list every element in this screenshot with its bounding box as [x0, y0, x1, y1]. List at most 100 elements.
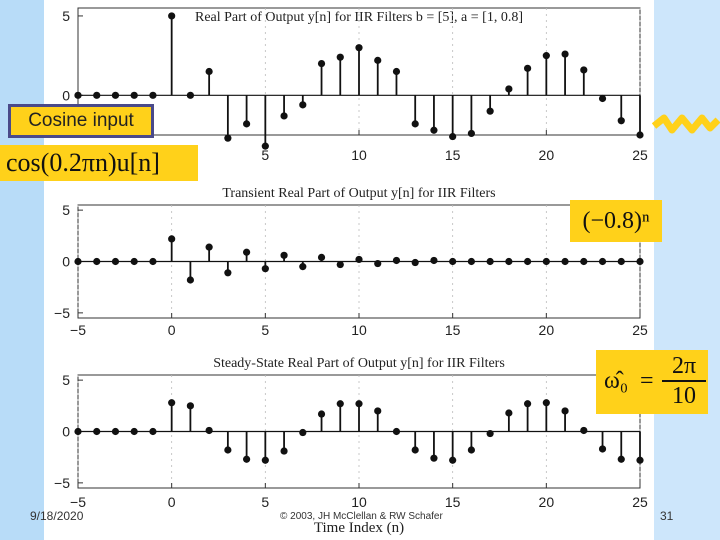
- stem-marker: [449, 132, 457, 141]
- x-tick-label: 15: [445, 494, 461, 510]
- stem-marker: [261, 456, 269, 464]
- plot-title: Transient Real Part of Output y[n] for I…: [222, 186, 495, 201]
- decay-formula: (−0.8)ⁿ: [570, 200, 662, 242]
- stem-marker: [636, 257, 644, 266]
- x-tick-label: 25: [632, 494, 648, 510]
- stem-marker: [299, 263, 307, 271]
- stem-marker: [617, 117, 625, 125]
- x-tick-label: 10: [351, 494, 367, 510]
- stem-marker: [505, 409, 513, 417]
- stem-marker: [486, 107, 494, 115]
- footer-page-number: 31: [660, 509, 674, 523]
- stem-marker: [430, 256, 438, 265]
- stem-marker: [467, 446, 475, 454]
- stem-marker: [243, 455, 251, 463]
- stem-marker: [617, 257, 625, 266]
- stem-marker: [542, 52, 550, 60]
- stem-marker: [411, 258, 419, 267]
- stem-marker: [561, 407, 569, 415]
- stem-marker: [168, 399, 176, 407]
- stem-marker: [336, 53, 344, 61]
- x-tick-label: −5: [70, 322, 86, 338]
- x-tick-label: 10: [351, 322, 367, 338]
- stem-marker: [486, 257, 494, 266]
- stem-marker: [261, 265, 269, 273]
- figure-area: [44, 0, 654, 540]
- stem-marker: [580, 66, 588, 74]
- cosine-formula: cos(0.2πn)u[n]: [0, 145, 198, 181]
- stem-marker: [130, 257, 138, 266]
- stem-marker: [336, 260, 344, 269]
- stem-marker: [168, 12, 176, 20]
- stem-marker: [467, 129, 475, 138]
- stem-marker: [617, 455, 625, 463]
- x-tick-label: 15: [445, 322, 461, 338]
- stem-marker: [449, 257, 457, 266]
- stem-marker: [111, 91, 120, 99]
- frequency-formula: ω̂₀ = 2π 10: [596, 350, 708, 414]
- stem-marker: [130, 427, 138, 436]
- stem-marker: [299, 101, 307, 109]
- stem-marker: [392, 67, 401, 76]
- stem-marker: [317, 410, 326, 418]
- y-tick-label: −5: [54, 475, 70, 491]
- left-stripe: [0, 0, 44, 540]
- stem-marker: [542, 257, 550, 266]
- x-tick-label: 0: [168, 322, 176, 338]
- stem-marker: [280, 447, 288, 455]
- stem-marker: [486, 429, 494, 438]
- stem-marker: [93, 257, 101, 266]
- stem-marker: [261, 142, 269, 150]
- stem-marker: [149, 257, 157, 266]
- x-tick-label: 5: [261, 494, 269, 510]
- stem-marker: [580, 426, 588, 435]
- y-tick-label: 5: [62, 202, 70, 218]
- stem-marker: [74, 257, 82, 266]
- y-tick-label: 5: [62, 8, 70, 24]
- stem-marker: [598, 445, 607, 453]
- stem-marker: [505, 257, 513, 266]
- stem-marker: [224, 269, 232, 277]
- stem-marker: [411, 120, 419, 128]
- fraction-denominator: 10: [672, 383, 696, 409]
- y-tick-label: 0: [62, 254, 70, 270]
- equals-sign: =: [640, 368, 654, 394]
- stem-marker: [186, 276, 194, 284]
- stem-marker: [580, 257, 588, 266]
- y-tick-label: −5: [54, 305, 70, 321]
- stem-marker: [317, 59, 326, 68]
- stem-marker: [130, 91, 138, 99]
- stem-marker: [449, 456, 457, 464]
- stem-marker: [205, 243, 213, 251]
- x-tick-label: 25: [632, 147, 648, 163]
- stem-marker: [299, 428, 307, 437]
- cosine-input-label: Cosine input: [28, 110, 134, 131]
- stem-marker: [636, 456, 644, 464]
- stem-marker: [74, 91, 82, 99]
- stem-marker: [93, 427, 101, 436]
- y-tick-label: 0: [62, 87, 70, 103]
- footer-copyright: © 2003, JH McClellan & RW Schafer: [280, 511, 443, 522]
- stem-marker: [149, 91, 157, 99]
- x-tick-label: 0: [168, 494, 176, 510]
- footer-date: 9/18/2020: [30, 509, 84, 523]
- stem-marker: [111, 257, 120, 266]
- stem-marker: [542, 399, 550, 407]
- stem-marker: [74, 427, 82, 436]
- y-tick-label: 0: [62, 424, 70, 440]
- x-tick-label: 15: [445, 147, 461, 163]
- stem-marker: [280, 112, 288, 120]
- x-tick-label: 20: [539, 494, 555, 510]
- stem-marker: [224, 134, 232, 142]
- x-axis-title: Time Index (n): [314, 520, 404, 536]
- stem-marker: [524, 257, 532, 266]
- stem-marker: [317, 253, 326, 261]
- stem-marker: [168, 235, 176, 243]
- x-tick-label: 25: [632, 322, 648, 338]
- stem-marker: [392, 256, 401, 265]
- stem-marker: [111, 427, 120, 436]
- stem-marker: [505, 85, 513, 93]
- stem-marker: [205, 67, 213, 76]
- yellow-zigzag-decoration: [652, 114, 720, 134]
